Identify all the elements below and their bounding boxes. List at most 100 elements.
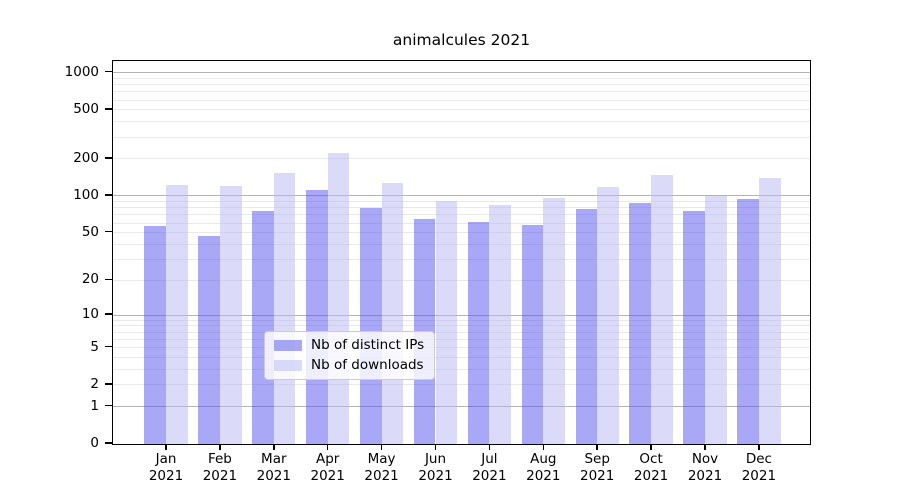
x-tick-mark xyxy=(488,444,491,450)
y-tick-label: 1 xyxy=(90,397,99,414)
y-tick-mark xyxy=(105,345,112,348)
gridline xyxy=(113,121,810,123)
gridline xyxy=(113,84,810,86)
gridline xyxy=(113,325,810,327)
gridline xyxy=(113,222,810,224)
x-tick-label: Jun 2021 xyxy=(418,451,453,484)
bar-downloads-may xyxy=(381,182,404,444)
gridline xyxy=(113,369,810,370)
gridline xyxy=(113,109,810,111)
y-tick-label: 100 xyxy=(73,186,99,203)
y-tick-label: 0 xyxy=(90,435,99,451)
x-tick-label: Dec 2021 xyxy=(741,451,777,484)
plot-area xyxy=(112,60,811,445)
x-tick-mark xyxy=(380,444,383,450)
y-tick-mark xyxy=(105,278,112,281)
x-tick-label: Jan 2021 xyxy=(148,451,184,484)
gridline xyxy=(113,319,810,321)
bar-downloads-mar xyxy=(273,173,296,444)
bar-ips-feb xyxy=(198,235,220,444)
gridline xyxy=(113,331,810,333)
gridline xyxy=(113,347,810,349)
x-tick-label: Apr 2021 xyxy=(310,451,345,484)
gridline xyxy=(113,258,810,260)
y-tick-mark xyxy=(105,108,112,110)
gridline xyxy=(113,338,810,340)
y-tick-mark xyxy=(105,404,112,407)
gridline xyxy=(113,406,810,408)
x-tick-mark xyxy=(273,444,275,450)
y-tick-label: 200 xyxy=(73,149,99,166)
bar-downloads-jul xyxy=(489,205,512,444)
bar-downloads-oct xyxy=(651,175,673,444)
x-tick-label: Feb 2021 xyxy=(202,451,238,484)
y-tick-mark xyxy=(105,383,112,385)
bar-ips-jan xyxy=(144,225,166,444)
gridline xyxy=(113,243,810,245)
x-tick-mark xyxy=(219,444,221,450)
y-tick-mark xyxy=(105,194,112,196)
gridline xyxy=(113,91,810,93)
x-tick-mark xyxy=(326,444,329,450)
bar-downloads-sep xyxy=(597,186,619,444)
x-tick-mark xyxy=(704,444,706,450)
chart-title: animalcules 2021 xyxy=(392,31,531,49)
gridline xyxy=(113,384,810,386)
gridline xyxy=(113,357,810,358)
y-tick-mark xyxy=(105,70,112,73)
gridline xyxy=(113,201,810,203)
x-tick-mark xyxy=(758,444,760,450)
x-tick-mark xyxy=(542,444,545,450)
bar-downloads-jan xyxy=(166,184,188,444)
gridline xyxy=(113,72,810,74)
x-tick-label: Nov 2021 xyxy=(687,451,723,484)
y-tick-label: 2 xyxy=(90,375,99,392)
bar-ips-nov xyxy=(683,211,705,444)
bar-downloads-nov xyxy=(705,195,727,444)
gridline xyxy=(113,77,810,79)
y-tick-label: 5 xyxy=(90,338,99,355)
y-tick-mark xyxy=(105,157,112,159)
y-tick-label: 50 xyxy=(81,223,99,240)
bar-ips-may xyxy=(359,208,382,444)
gridline xyxy=(113,136,810,138)
bar-downloads-jun xyxy=(435,200,458,444)
x-tick-label: Mar 2021 xyxy=(256,451,291,484)
legend: Nb of distinct IPs Nb of downloads xyxy=(264,331,436,380)
y-tick-mark xyxy=(105,230,112,233)
gridline xyxy=(113,195,810,197)
x-tick-label: May 2021 xyxy=(364,451,399,484)
x-tick-label: Sep 2021 xyxy=(580,451,615,484)
legend-entry: Nb of downloads xyxy=(274,357,424,373)
legend-swatch-downloads xyxy=(274,359,302,371)
x-tick-label: Aug 2021 xyxy=(526,451,561,484)
bar-ips-sep xyxy=(575,209,598,444)
legend-entry: Nb of distinct IPs xyxy=(274,337,424,353)
gridline xyxy=(113,207,810,209)
y-tick-label: 20 xyxy=(81,271,99,288)
gridline xyxy=(113,314,810,316)
y-tick-mark xyxy=(105,442,112,444)
bar-ips-aug xyxy=(521,224,544,444)
gridline xyxy=(113,232,810,234)
bar-ips-apr xyxy=(306,189,328,444)
y-tick-mark xyxy=(105,313,112,315)
y-tick-label: 1000 xyxy=(64,63,99,80)
bar-ips-jul xyxy=(467,222,490,444)
legend-label: Nb of distinct IPs xyxy=(311,337,425,353)
y-tick-label: 10 xyxy=(81,306,99,323)
legend-swatch-distinct-ips xyxy=(274,339,302,351)
y-tick-label: 500 xyxy=(73,100,99,117)
x-tick-label: Jul 2021 xyxy=(472,451,507,484)
bar-ips-mar xyxy=(252,211,274,444)
bar-downloads-dec xyxy=(758,178,781,444)
gridline xyxy=(113,158,810,160)
x-tick-mark xyxy=(165,444,167,450)
bar-downloads-aug xyxy=(543,197,565,444)
x-tick-mark xyxy=(434,444,437,450)
bar-ips-oct xyxy=(629,203,652,444)
gridline xyxy=(113,99,810,101)
bar-downloads-apr xyxy=(327,152,350,444)
legend-label: Nb of downloads xyxy=(311,357,424,373)
